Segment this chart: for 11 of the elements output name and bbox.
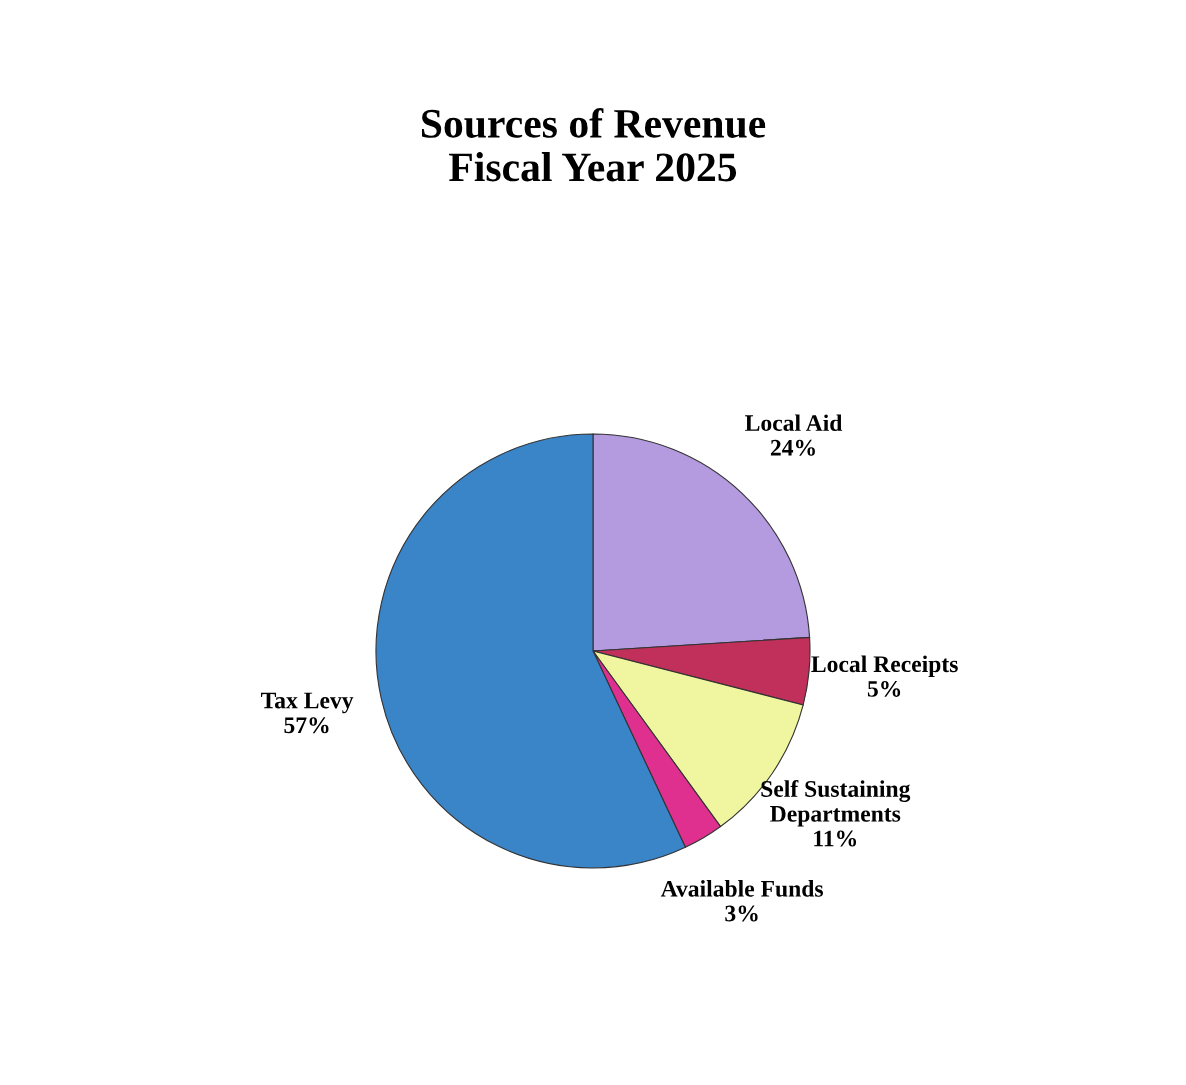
- slice-label: Local Aid: [745, 414, 843, 432]
- slice-label: Available Funds: [660, 880, 824, 897]
- data-label: 11%: [814, 830, 857, 847]
- slice-label: Self Sustaining Departments: [761, 780, 911, 827]
- data-label: 57%: [284, 717, 329, 734]
- slice-label: Tax Levy: [261, 692, 354, 714]
- chart-title: Sources of Revenue Fiscal Year 2025: [422, 108, 766, 182]
- slice-label: Local Receipts: [811, 655, 958, 677]
- data-label: 3%: [725, 905, 758, 922]
- data-label: 24%: [770, 439, 815, 456]
- data-label: 5%: [867, 680, 901, 697]
